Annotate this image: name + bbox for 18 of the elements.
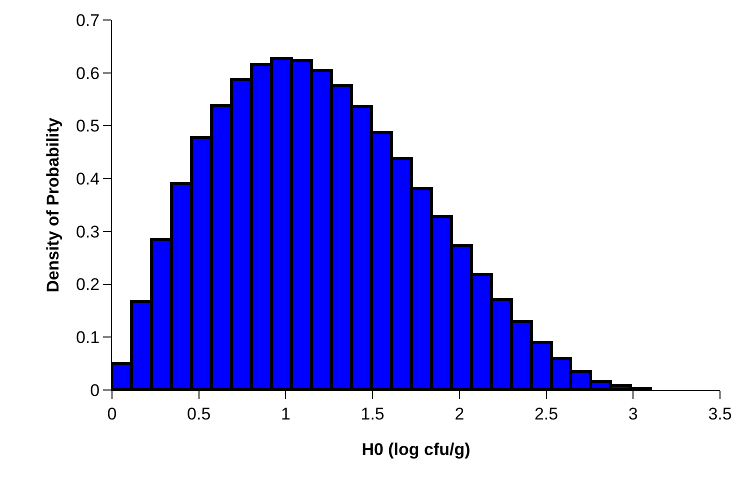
y-axis-title: Density of Probability [44,117,63,292]
x-axis-title: H0 (log cfu/g) [362,440,470,459]
x-tick-label: 0.5 [187,404,211,424]
x-tick-label: 1 [280,404,290,424]
y-tick-label: 0.4 [76,170,100,189]
y-tick-label: 0.5 [76,116,100,136]
x-tick-label: 3 [628,404,638,424]
y-tick-label: 0.1 [76,328,100,348]
x-tick-label: 2 [454,404,464,424]
y-tick-label: 0.3 [76,222,100,242]
y-tick-label: 0 [90,380,100,400]
x-tick-label: 2.5 [534,404,558,424]
y-tick-label: 0.6 [76,64,100,83]
x-tick-label: 0 [107,404,117,424]
x-tick-label: 1.5 [360,404,384,424]
y-tick-label: 0.2 [76,275,100,294]
x-tick-label: 3.5 [708,404,732,424]
y-tick-label: 0.7 [76,10,100,30]
